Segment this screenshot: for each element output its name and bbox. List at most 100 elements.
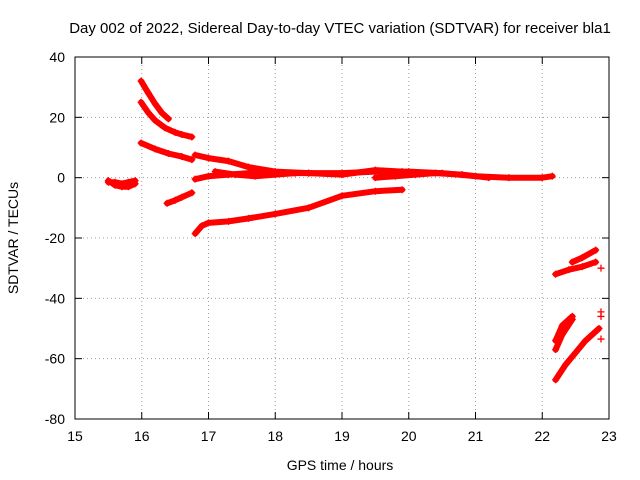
data-point	[431, 169, 439, 177]
data-point	[271, 210, 279, 218]
data-point	[371, 174, 379, 182]
grid-lines	[75, 57, 609, 419]
data-point	[552, 337, 560, 345]
x-tick-label: 18	[267, 428, 283, 444]
data-point	[391, 172, 399, 180]
data-point	[558, 321, 566, 329]
y-tick-label: 0	[57, 170, 65, 186]
data-point	[578, 263, 586, 271]
data-point	[338, 171, 346, 179]
data-point	[144, 109, 152, 117]
data-point	[151, 116, 159, 124]
data-point	[568, 258, 576, 266]
data-point	[124, 183, 132, 191]
data-point	[205, 219, 212, 227]
series-band-arc-12	[552, 259, 599, 278]
y-tick-label: -40	[45, 290, 65, 306]
chart-title: Day 002 of 2022, Sidereal Day-to-day VTE…	[69, 20, 611, 37]
data-point	[411, 171, 419, 179]
data-point	[137, 139, 145, 147]
data-point	[151, 145, 159, 153]
data-point	[562, 361, 570, 369]
data-point	[164, 115, 172, 123]
series-band-arc-10	[164, 189, 195, 207]
y-tick-label: -60	[45, 351, 65, 367]
outlier-point	[597, 335, 605, 343]
data-point	[538, 174, 546, 182]
data-point	[245, 214, 253, 222]
y-tick-label: 20	[49, 109, 65, 125]
y-tick-label: -80	[45, 411, 65, 427]
x-tick-label: 21	[468, 428, 484, 444]
data-point	[144, 89, 152, 97]
data-point	[225, 157, 233, 165]
data-point	[198, 222, 206, 230]
data-point	[305, 204, 313, 212]
data-point	[578, 254, 586, 262]
series-band-arc-11	[192, 186, 406, 237]
data-point	[164, 150, 172, 158]
x-tick-label: 16	[134, 428, 150, 444]
data-point	[271, 171, 279, 179]
data-point	[371, 187, 379, 195]
data-point	[582, 337, 590, 345]
data-point	[205, 154, 212, 162]
y-tick-label: 40	[49, 49, 65, 65]
data-point	[592, 258, 600, 266]
data-point	[398, 186, 406, 194]
data-point	[104, 177, 112, 185]
x-axis-label: GPS time / hours	[287, 457, 394, 473]
data-point	[211, 168, 219, 176]
data-point	[191, 151, 199, 159]
outlier-point	[597, 312, 605, 320]
data-point	[161, 124, 169, 132]
data-point	[458, 171, 466, 179]
data-point	[505, 174, 513, 182]
data-point	[225, 217, 233, 225]
y-axis-label: SDTVAR / TECUs	[5, 182, 21, 294]
data-point	[191, 175, 199, 183]
axis-ticks: 15 16 17 18 19 20 21 22 23 -80 -60 -40 -20 0 20 40	[45, 49, 617, 444]
data-point	[485, 174, 493, 182]
data-point	[568, 312, 576, 320]
data-point	[371, 166, 379, 174]
data-point	[151, 100, 159, 108]
data-point	[188, 133, 196, 141]
data-point	[552, 346, 560, 354]
data-point	[188, 156, 196, 164]
data-point	[178, 131, 186, 139]
data-point	[552, 376, 560, 384]
data-point	[158, 109, 166, 117]
data-point	[137, 77, 145, 85]
data-point	[131, 180, 139, 188]
x-tick-label: 17	[201, 428, 217, 444]
x-tick-label: 20	[401, 428, 417, 444]
data-point	[245, 163, 253, 171]
data-point	[205, 172, 212, 180]
data-point	[163, 199, 171, 207]
data-point	[565, 266, 573, 274]
data-point	[137, 98, 145, 106]
data-point	[118, 183, 126, 191]
data-point	[178, 193, 186, 201]
data-point	[251, 172, 259, 180]
x-tick-label: 23	[601, 428, 617, 444]
data-points	[104, 77, 605, 384]
data-point	[548, 172, 556, 180]
data-point	[595, 325, 603, 332]
outlier-point	[597, 264, 605, 272]
data-point	[592, 246, 600, 254]
x-tick-label: 19	[334, 428, 350, 444]
y-tick-label: -20	[45, 230, 65, 246]
data-point	[178, 153, 186, 161]
data-point	[171, 128, 179, 136]
data-point	[188, 189, 196, 197]
data-point	[231, 171, 239, 179]
data-point	[191, 229, 199, 237]
x-tick-label: 15	[67, 428, 83, 444]
data-point	[305, 169, 313, 177]
data-point	[111, 181, 119, 189]
x-tick-label: 22	[534, 428, 550, 444]
data-point	[572, 349, 580, 357]
